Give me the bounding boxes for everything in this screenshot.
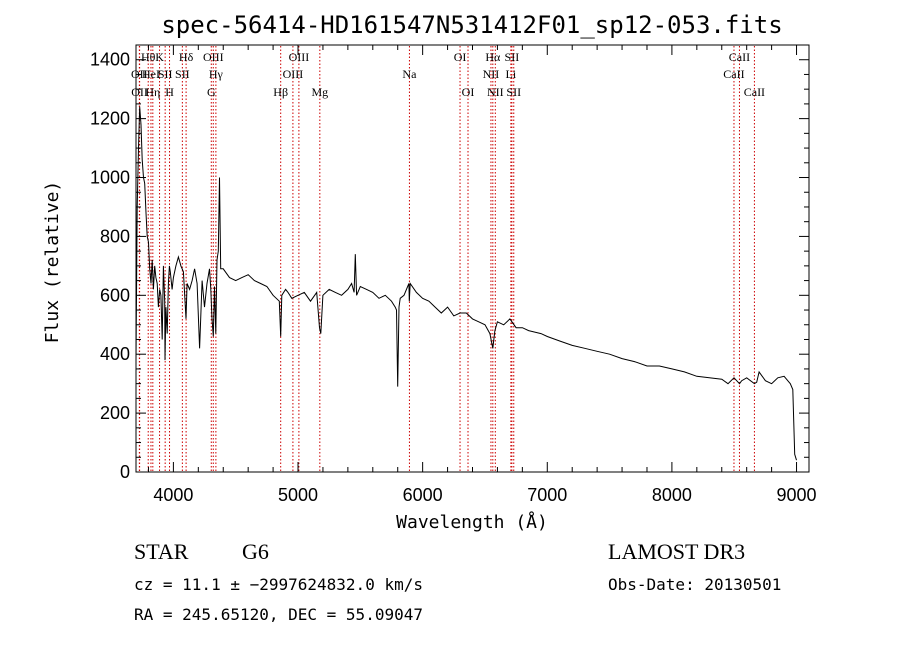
redshift-info: cz = 11.1 ± −2997624832.0 km/s [134,575,423,594]
spectral-line-label: OIII [289,50,310,64]
spectral-line-label: SII [175,67,190,81]
y-tick-label: 800 [100,226,130,246]
spectral-line-label: OII [131,85,148,99]
x-tick-label: 7000 [527,485,567,505]
spectral-line-label: HeI [142,67,160,81]
y-tick-label: 200 [100,403,130,423]
spectrum-line [135,106,797,461]
y-tick-label: 1000 [90,168,130,188]
spectral-line-label: OI [462,85,475,99]
plot-area: 4000 5000 6000 7000 8000 9000 0 200 400 600 800 10… [90,44,817,505]
y-tick-label: 1400 [90,50,130,70]
spectral-line-label: CaII [729,50,750,64]
spectral-line-label: Hα [485,50,501,64]
spectral-line-label: SII [158,67,173,81]
x-tick-label: 8000 [652,485,692,505]
spectral-line-label: Hη [145,85,160,99]
y-axis-label: Flux (relative) [42,181,63,344]
spectral-line-label: Hβ [273,85,288,99]
spectral-line-label: NII [483,67,500,81]
spectral-line-label: K [155,50,164,64]
survey-name: LAMOST DR3 [608,539,745,564]
spectral-line-label: Hγ [209,67,224,81]
object-subclass: G6 [242,539,269,564]
spectral-line-label: NII [487,85,504,99]
spectral-line-label: CaII [723,67,744,81]
spectral-line-markers [138,46,755,471]
y-tick-label: 0 [120,462,130,482]
spectral-line-label: OIII [283,67,304,81]
x-axis-label: Wavelength (Å) [396,511,548,533]
spectral-line-label: Hθ [141,50,156,64]
y-tick-label: 400 [100,344,130,364]
x-tick-label: 5000 [278,485,318,505]
x-axis: 4000 5000 6000 7000 8000 9000 [147,45,817,505]
x-tick-label: 9000 [777,485,817,505]
spectral-line-label: H [165,85,174,99]
y-axis: 0 200 400 600 800 1000 1200 1400 [90,50,809,482]
spectral-line-label: OIII [203,50,224,64]
spectral-line-label: Mg [311,85,328,99]
y-tick-label: 600 [100,285,130,305]
spectral-line-label: OI [454,50,467,64]
y-tick-label: 1200 [90,109,130,129]
spectral-line-label: SII [505,50,520,64]
spectral-line-label: OII [131,67,148,81]
spectral-line-label: Hδ [179,50,194,64]
spectral-line-labels: OIIOIIHθHeIHηKSIIHHδSIIGOIIIHγHβOIIIOIII… [131,50,765,99]
x-tick-label: 4000 [153,485,193,505]
object-class: STAR [134,539,189,564]
plot-frame [135,44,810,473]
spectral-line-label: Li [506,67,517,81]
spectral-line-label: G [207,85,216,99]
obs-date: Obs-Date: 20130501 [608,575,781,594]
coordinates: RA = 245.65120, DEC = 55.09047 [134,605,423,624]
x-tick-label: 6000 [403,485,443,505]
chart-title: spec-56414-HD161547N531412F01_sp12-053.f… [161,11,782,39]
spectral-line-label: SII [506,85,521,99]
spectral-line-label: Na [402,67,417,81]
spectral-line-label: CaII [744,85,765,99]
